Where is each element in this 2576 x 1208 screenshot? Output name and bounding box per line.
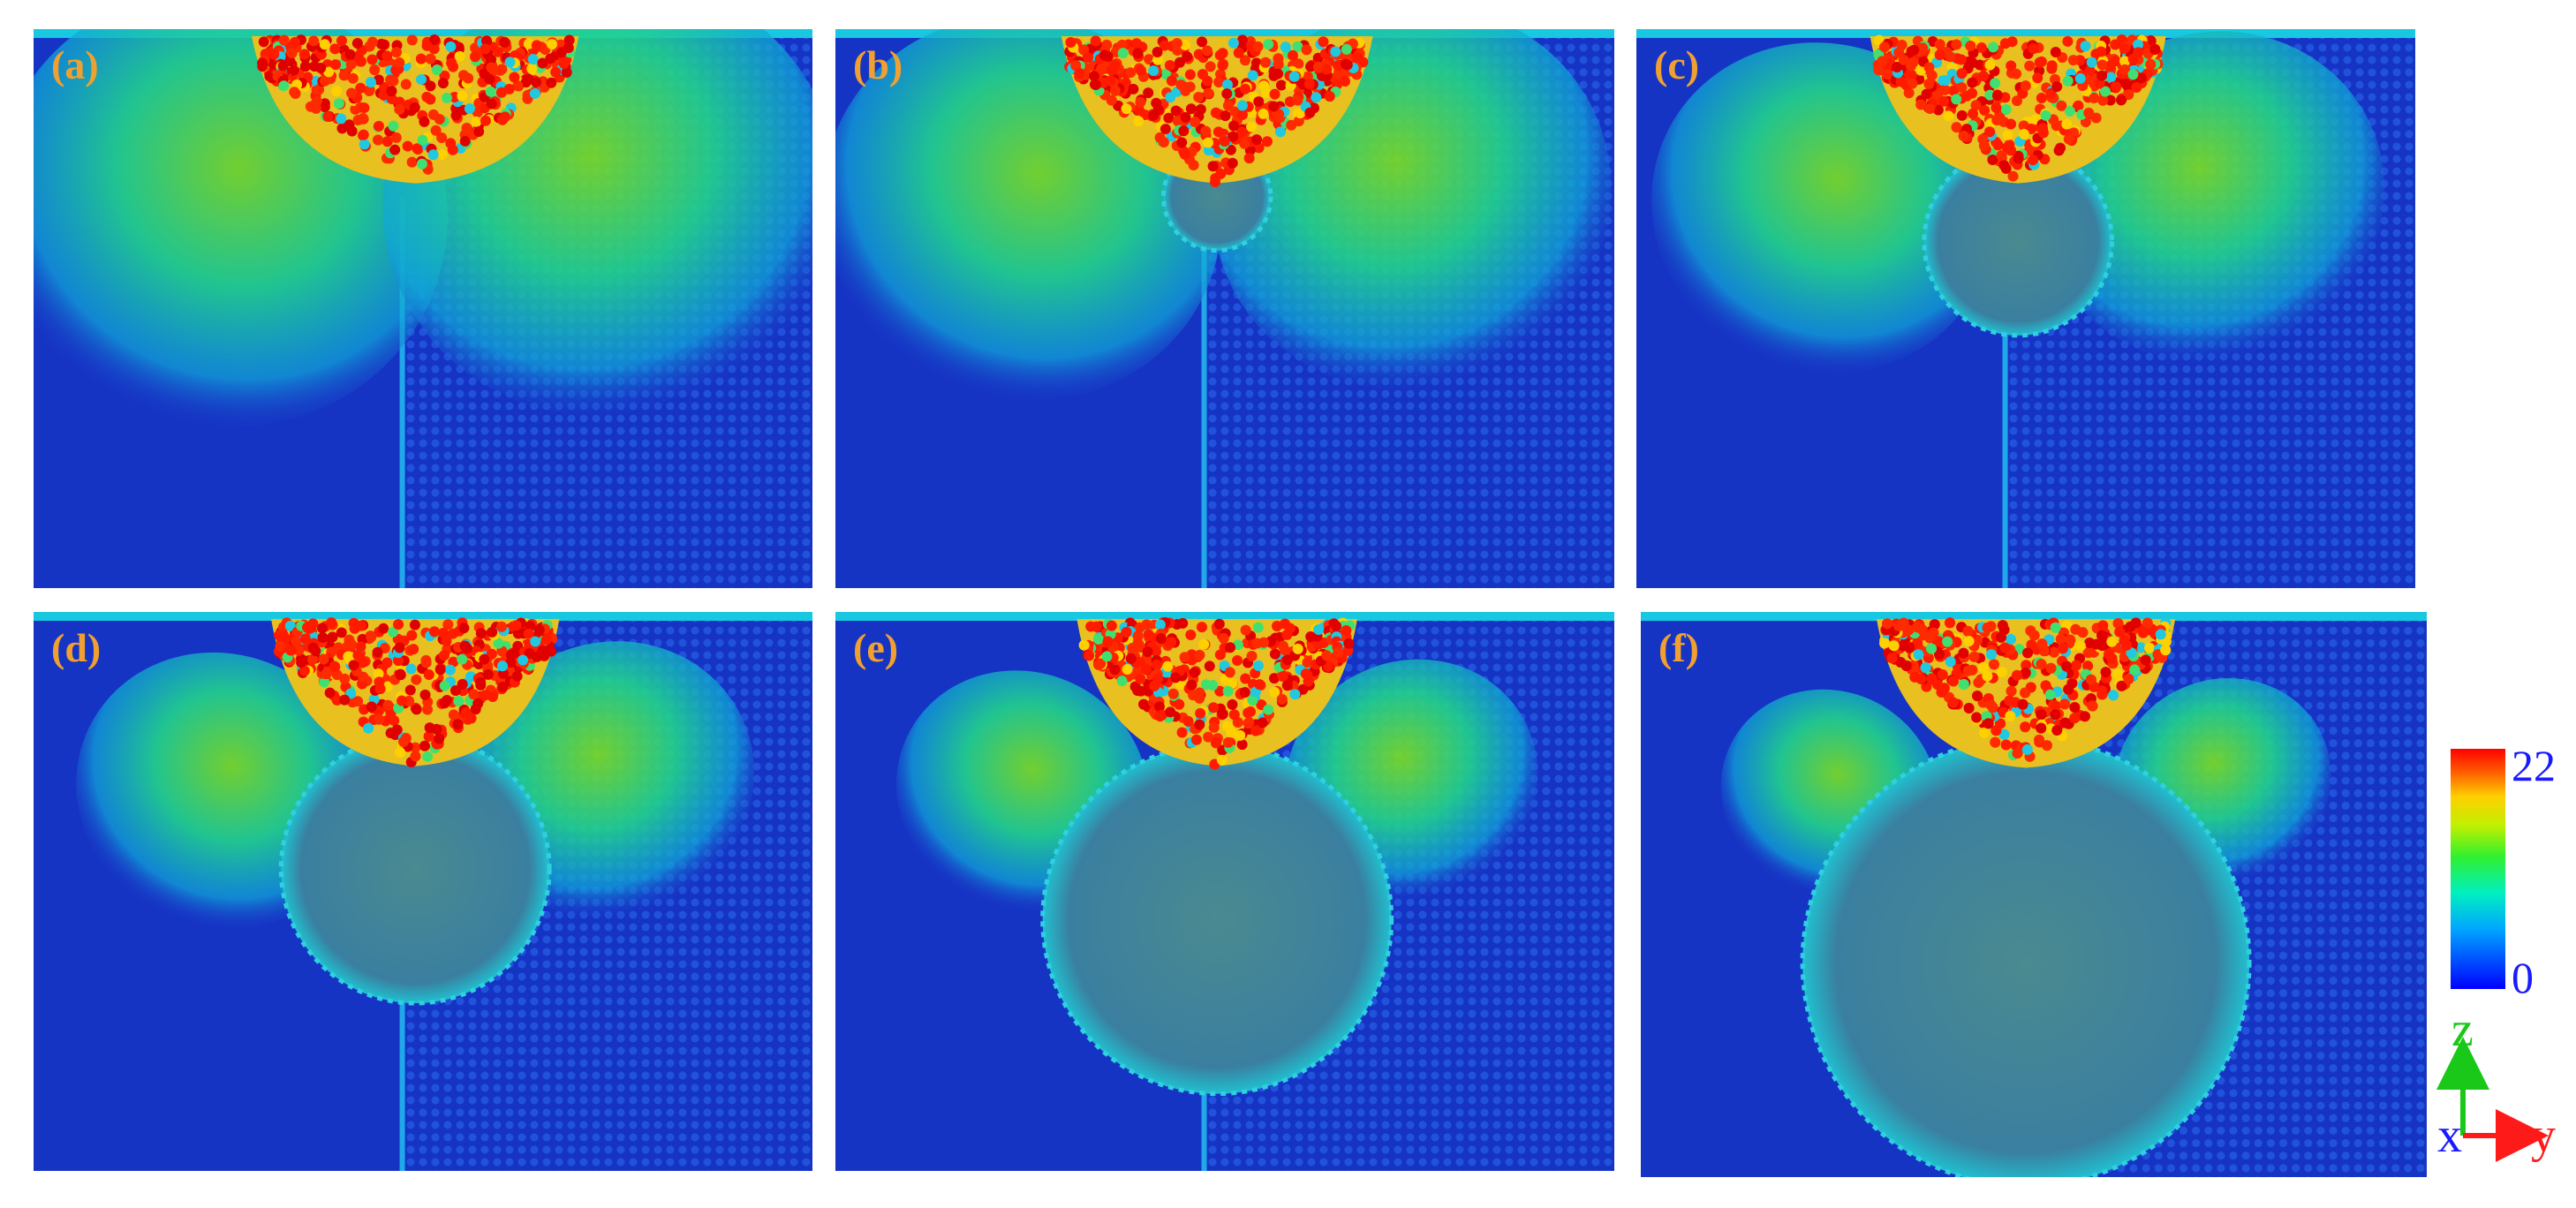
snapshot-image xyxy=(1641,612,2427,1177)
colorbar xyxy=(2451,749,2505,989)
z-axis-label: z xyxy=(2451,1007,2474,1057)
panel-e: (e) xyxy=(835,612,1614,1171)
panel-label: (d) xyxy=(51,625,102,670)
x-axis-label: x xyxy=(2437,1108,2462,1163)
panel-label: (e) xyxy=(853,625,899,670)
panel-c: (c) xyxy=(1636,29,2415,588)
colorbar-max-label: 22 xyxy=(2512,741,2556,790)
panel-label: (a) xyxy=(51,42,99,87)
panel-a: (a) xyxy=(34,29,812,588)
panel-label: (c) xyxy=(1654,42,1700,87)
panel-f: (f) xyxy=(1641,612,2427,1177)
snapshot-image xyxy=(1636,29,2415,588)
snapshot-image xyxy=(34,612,812,1171)
snapshot-image xyxy=(34,29,812,588)
panel-d: (d) xyxy=(34,612,812,1171)
snapshot-image xyxy=(835,612,1614,1171)
axis-triad: z y x xyxy=(2436,1007,2556,1163)
panel-b: (b) xyxy=(835,29,1614,588)
snapshot-image xyxy=(835,29,1614,588)
panel-label: (f) xyxy=(1658,625,1699,670)
colorbar-min-label: 0 xyxy=(2512,953,2534,1002)
panel-label: (b) xyxy=(853,42,903,87)
y-axis-label: y xyxy=(2531,1108,2556,1163)
